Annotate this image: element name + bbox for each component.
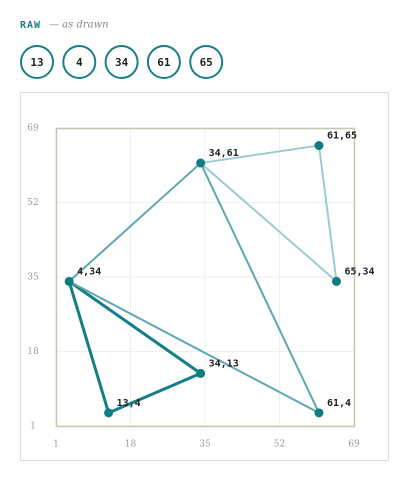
- edge: [199, 162, 320, 414]
- point-label: 34,13: [209, 358, 239, 369]
- token-circle: [20, 45, 54, 79]
- subtitle: — as drawn: [49, 20, 109, 31]
- x-tick-label: 69: [348, 440, 360, 450]
- token-label: 34: [115, 56, 129, 69]
- token-label: 13: [30, 56, 43, 69]
- x-tick-label: 52: [274, 440, 285, 450]
- edge: [317, 144, 338, 283]
- y-tick-label: 18: [27, 347, 39, 357]
- token-label: 4: [76, 56, 83, 69]
- x-tick-label: 35: [199, 440, 211, 450]
- y-tick-label: 69: [27, 124, 39, 134]
- token-circle: [62, 45, 97, 79]
- x-tick-label: 18: [125, 440, 137, 450]
- edge: [107, 371, 203, 415]
- point-label: 65,34: [344, 266, 374, 277]
- x-tick-label: 1: [53, 440, 59, 450]
- y-tick-label: 52: [27, 198, 38, 208]
- y-tick-label: 35: [27, 273, 39, 283]
- edge: [68, 162, 202, 283]
- point: [64, 276, 74, 286]
- point: [196, 368, 206, 378]
- edge: [67, 279, 111, 415]
- point: [314, 141, 324, 151]
- point-label: 61,4: [327, 398, 351, 409]
- point-label: 13,4: [117, 398, 141, 409]
- edge: [67, 279, 203, 375]
- edge: [199, 144, 320, 165]
- marks: 13,4 4,34 34,13 34,61 61,65 65,34 61,4: [64, 131, 375, 418]
- point: [104, 408, 114, 418]
- point: [314, 408, 324, 418]
- y-tick-label: 1: [30, 422, 36, 432]
- point-label: 61,65: [327, 131, 357, 142]
- token-circle: [189, 45, 224, 79]
- token-circle: [104, 45, 139, 79]
- plot-frame: [55, 127, 356, 428]
- point: [196, 158, 206, 168]
- point-label: 4,34: [77, 266, 101, 277]
- edge: [199, 162, 338, 283]
- title: RAW: [20, 20, 41, 31]
- token-label: 61: [157, 56, 171, 69]
- point-label: 34,61: [209, 148, 239, 159]
- token-label: 65: [200, 56, 213, 69]
- edge: [68, 280, 320, 414]
- token-circle: [146, 45, 181, 79]
- point: [331, 276, 341, 286]
